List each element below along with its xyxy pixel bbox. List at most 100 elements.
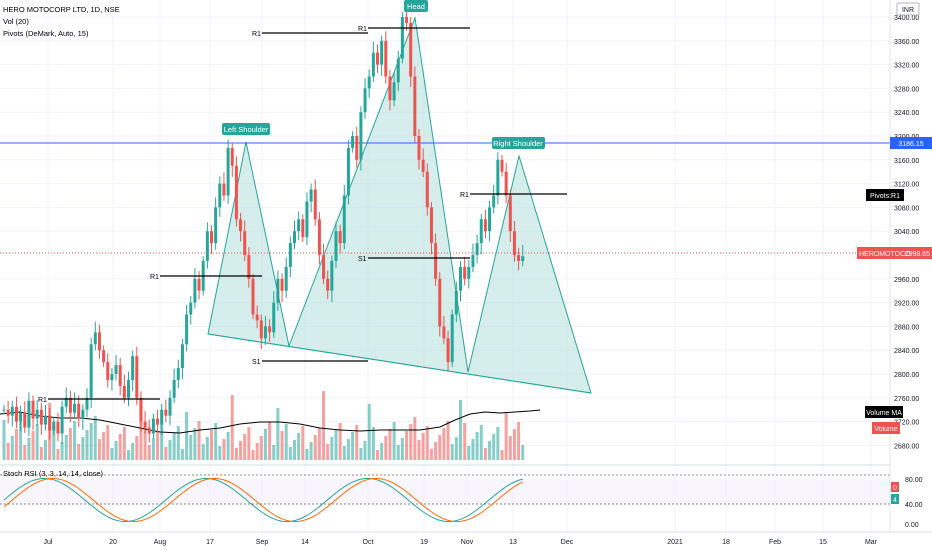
candle-body [421,159,425,172]
price-axis[interactable]: 3400.003360.003320.003280.003240.003200.… [894,15,919,450]
candle-body [243,231,247,255]
candle-body [6,409,10,416]
pivots-tag-text: Pivots:R1 [870,193,900,200]
candle-body [459,266,462,291]
volume-bar [471,439,475,460]
volume-bar [442,428,446,460]
pivot-label-r1: R1 [358,26,367,33]
candle-body [197,278,201,291]
candle-body [56,421,60,434]
price-tick-label: 3080.00 [894,205,919,212]
candle-body [500,159,504,172]
time-axis[interactable]: Jul 20 Aug 17 Sep 14 Oct 19 Nov 13 Dec 2021 18 Feb 15 M… [44,539,878,546]
candle-body [205,231,209,261]
candle-body [454,290,458,315]
volume-bar [521,445,525,460]
volume-bar [425,426,429,460]
pattern-fill [207,16,592,394]
candle-body [77,403,81,419]
symbol-title[interactable]: HERO MOTOCORP LTD, 1D, NSE [3,5,120,14]
candle-body [114,365,118,374]
stoch-tags: 0 4 [891,482,899,504]
volume-bar [226,432,230,460]
stoch-indicator-label[interactable]: Stoch RSI (3, 3, 14, 14, close) [3,469,104,478]
candle-body [467,266,471,279]
candle-body [363,88,367,113]
candle-body [48,415,52,431]
volume-bar [479,425,483,460]
volume-bar [276,408,280,460]
volume-bar [114,441,118,460]
volume-bar [193,428,197,460]
volume-bar [122,427,126,460]
candle-body [35,409,39,419]
time-tick-label: Jul [44,539,53,546]
candle-body [19,412,23,422]
candle-body [89,344,93,398]
candle-body [346,147,350,196]
stoch-tick-label: 80.00 [905,477,923,484]
stoch-axis[interactable]: 80.00 40.00 0.00 [905,477,923,529]
volume-bar [27,438,31,460]
volume-bar [429,449,433,460]
volume-bar [384,436,388,460]
volume-bar [409,424,413,460]
price-tick-label: 2880.00 [894,324,919,331]
candle-body [234,165,238,220]
candle-body [400,17,404,59]
volume-bar [496,427,500,460]
currency-badge[interactable]: INR [896,2,920,16]
pivot-labels: R1 R1 R1 R1 S1 S1 R1 [38,26,469,404]
time-tick-label: 19 [420,539,428,546]
candle-body [110,374,114,380]
currency-label: INR [902,7,914,14]
volume-bar [10,436,14,460]
volume-bar [239,441,243,460]
volume-bar [135,436,139,460]
volume-bar [151,438,155,460]
volume-bar [301,426,305,460]
pivot-lines [48,27,567,400]
pivot-label-r1: R1 [38,397,47,404]
pattern-label-left[interactable]: Left Shoulder [222,123,270,135]
volume-bar [189,435,193,460]
candle-body [313,189,317,220]
price-tick-label: 3360.00 [894,39,919,46]
candle-body [68,397,72,413]
volume-bar [180,449,184,460]
volume-bar [268,422,272,460]
candle-body [413,76,417,136]
pattern-label-right[interactable]: Right Shoulder [492,137,545,149]
volume-bar [205,437,209,460]
stoch-tick-label: 0.00 [905,522,919,529]
volume-bar [259,436,263,460]
price-tick-label: 2720.00 [894,420,919,427]
volume-bar [434,442,438,460]
candle-body [384,40,388,77]
volume-ma-line [0,409,541,434]
candle-body [517,255,521,261]
candle-body [396,58,400,83]
candle-body [376,52,379,65]
candle-body [73,403,77,413]
volume-bar [77,444,81,460]
volume-indicator-label[interactable]: Vol (20) [3,17,29,26]
symbol-tag-text: HEROMOTOCO [859,251,911,258]
volume-bar [14,429,18,460]
volume-tag: Volume [872,422,900,434]
candle-body [222,183,226,196]
pivot-label-r1: R1 [460,192,469,199]
pivot-label-r1: R1 [252,31,261,38]
volume-bar [164,447,168,460]
volume-bar [2,420,6,460]
pattern-label-head[interactable]: Head [404,0,428,12]
time-tick-label: 13 [509,539,517,546]
candle-body [417,136,421,160]
pivots-indicator-label[interactable]: Pivots (DeMark, Auto, 15) [3,29,89,38]
volume-bar [392,422,396,460]
volume-ma-tag-text: Volume MA [866,410,902,417]
candle-body [305,201,309,238]
time-tick-label: 17 [206,539,214,546]
candle-body [230,147,234,166]
